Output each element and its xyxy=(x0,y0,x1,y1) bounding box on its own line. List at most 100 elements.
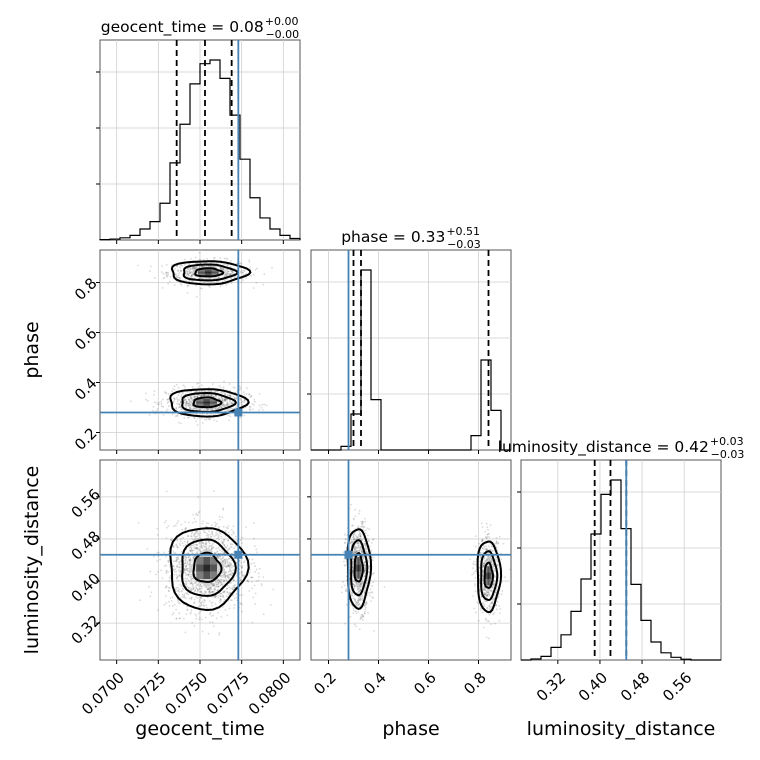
sample-point xyxy=(212,407,215,410)
sample-point xyxy=(485,548,488,550)
sample-point xyxy=(349,542,352,544)
sample-point xyxy=(215,585,218,588)
sample-point xyxy=(214,596,217,599)
sample-point xyxy=(198,266,201,269)
sample-point xyxy=(365,551,368,554)
sample-point xyxy=(234,398,237,400)
sample-point xyxy=(220,581,222,584)
sample-point xyxy=(364,601,367,604)
sample-point xyxy=(488,605,491,608)
sample-point xyxy=(254,603,256,606)
sample-point xyxy=(224,274,227,277)
sample-point xyxy=(145,398,148,401)
sample-point xyxy=(177,561,180,564)
sample-point xyxy=(201,541,203,543)
sample-point xyxy=(165,519,167,522)
sample-point xyxy=(179,571,181,574)
sample-point xyxy=(198,394,200,396)
sample-point xyxy=(173,397,175,400)
sample-point xyxy=(221,562,224,565)
sample-point xyxy=(218,580,221,583)
sample-point xyxy=(241,567,243,569)
sample-point xyxy=(226,590,229,593)
sample-point xyxy=(370,600,373,603)
sample-point xyxy=(160,402,163,405)
sample-point xyxy=(190,576,193,579)
sample-point xyxy=(203,599,206,602)
sample-point xyxy=(167,560,169,562)
sample-point xyxy=(359,548,361,551)
sample-point xyxy=(231,572,234,575)
sample-point xyxy=(208,277,211,280)
sample-point xyxy=(156,408,159,410)
sample-point xyxy=(353,584,356,586)
sample-point xyxy=(359,587,362,589)
sample-point xyxy=(196,538,199,540)
sample-point xyxy=(213,277,216,280)
sample-point xyxy=(214,266,217,269)
sample-point xyxy=(169,276,172,278)
sample-point xyxy=(214,589,216,591)
sample-point xyxy=(230,402,233,405)
sample-point xyxy=(180,401,182,404)
sample-point xyxy=(212,584,215,587)
sample-point xyxy=(213,256,216,259)
sample-point xyxy=(342,580,344,583)
sample-point xyxy=(495,591,497,594)
sample-point xyxy=(490,602,493,605)
sample-point xyxy=(203,281,206,284)
sample-point xyxy=(498,612,501,615)
sample-point xyxy=(483,563,486,566)
sample-point xyxy=(186,608,189,611)
sample-point xyxy=(187,270,189,273)
sample-point xyxy=(240,399,242,401)
sample-point xyxy=(203,531,206,534)
sample-point xyxy=(228,273,230,276)
sample-point xyxy=(202,529,205,532)
sample-point xyxy=(185,573,188,576)
sample-point xyxy=(215,617,218,620)
sample-point xyxy=(192,538,195,541)
sample-point xyxy=(251,408,254,411)
sample-point xyxy=(209,550,212,553)
sample-point xyxy=(166,408,169,411)
sample-point xyxy=(364,542,367,545)
sample-point xyxy=(222,559,224,562)
sample-point xyxy=(178,591,180,593)
sample-point xyxy=(223,405,226,407)
sample-point xyxy=(488,637,490,640)
density-cell xyxy=(189,564,197,572)
sample-point xyxy=(495,608,498,611)
sample-point xyxy=(179,575,182,578)
sample-point xyxy=(492,564,495,566)
sample-point xyxy=(172,545,175,548)
sample-point xyxy=(220,391,222,394)
sample-point xyxy=(195,580,198,583)
sample-point xyxy=(231,586,234,589)
sample-point xyxy=(229,415,232,418)
sample-point xyxy=(258,409,261,412)
sample-point xyxy=(222,560,225,562)
sample-point xyxy=(169,538,172,541)
sample-point xyxy=(195,531,198,533)
sample-point xyxy=(177,270,180,272)
sample-point xyxy=(241,271,244,274)
sample-point xyxy=(162,405,165,408)
sample-point xyxy=(223,544,226,546)
sample-point xyxy=(182,536,184,539)
sample-point xyxy=(364,566,366,568)
sample-point xyxy=(163,521,166,524)
sample-point xyxy=(241,566,243,569)
sample-point xyxy=(234,545,237,548)
sample-point xyxy=(215,395,218,398)
sample-point xyxy=(164,595,167,598)
sample-point xyxy=(190,404,193,407)
sample-point xyxy=(496,560,499,563)
sample-point xyxy=(192,558,195,560)
sample-point xyxy=(194,391,196,393)
sample-point xyxy=(251,558,254,561)
sample-point xyxy=(180,393,183,396)
sample-point xyxy=(352,552,355,555)
sample-point xyxy=(474,584,477,587)
sample-point xyxy=(186,272,189,274)
